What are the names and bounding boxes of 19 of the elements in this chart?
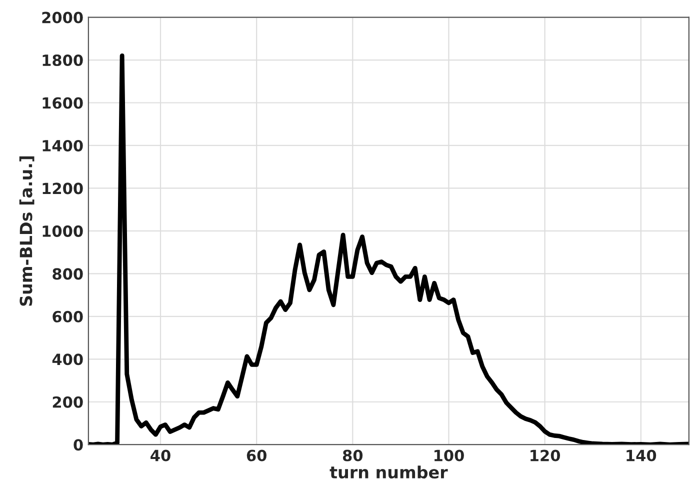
- x-tick-label: 60: [246, 450, 266, 462]
- y-tick-label: 2000: [42, 12, 83, 24]
- y-tick-label: 1400: [42, 140, 83, 152]
- y-tick-label: 600: [52, 310, 83, 322]
- y-axis-title: Sum-BLDs [a.u.]: [19, 156, 34, 306]
- x-tick-label: 100: [434, 450, 464, 462]
- y-tick-label: 1800: [42, 54, 83, 66]
- y-tick-label: 200: [52, 396, 83, 408]
- y-tick-label: 800: [52, 268, 83, 280]
- x-tick-label: 80: [342, 450, 363, 462]
- y-tick-label: 0: [74, 439, 83, 451]
- y-tick-label: 1200: [42, 182, 83, 194]
- x-axis-title: turn number: [330, 466, 448, 479]
- x-tick-label: 140: [626, 450, 656, 462]
- y-tick-label: 1600: [42, 97, 83, 109]
- x-tick-label: 120: [530, 450, 560, 462]
- y-tick-label: 400: [52, 354, 83, 366]
- y-tick-label: 1000: [42, 225, 83, 237]
- x-tick-label: 40: [150, 450, 170, 462]
